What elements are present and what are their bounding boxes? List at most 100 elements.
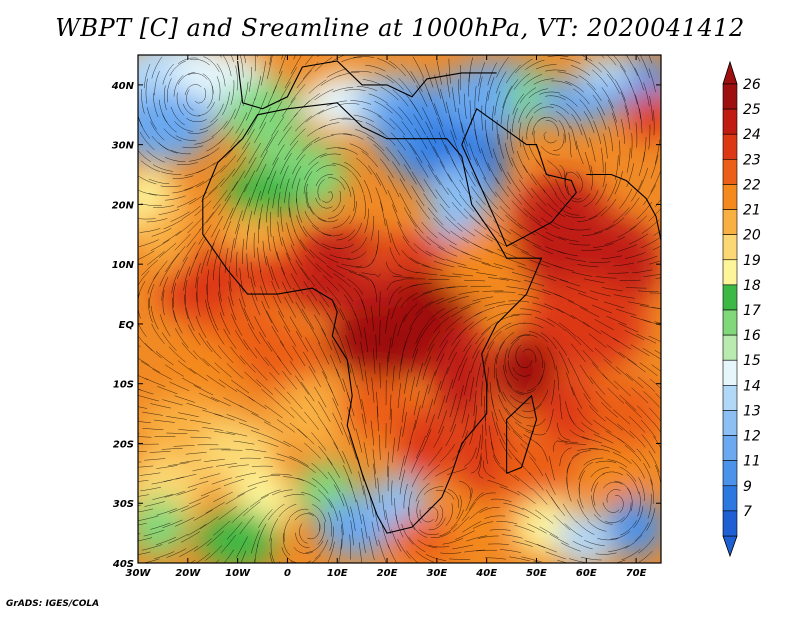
field-blob [576,55,637,91]
streamline [317,179,325,201]
streamline [283,518,291,542]
streamline [151,566,171,573]
streamline [206,530,224,546]
streamline [251,412,271,424]
colorbar-label: 9 [743,479,752,495]
streamline [650,170,661,193]
streamline [625,373,644,389]
streamline [305,540,324,553]
streamline [138,406,148,409]
streamline [439,443,456,463]
streamline [558,236,579,242]
streamline [569,243,591,246]
streamline [492,322,512,336]
streamline [476,549,498,552]
streamline [499,438,512,459]
streamline [370,305,374,331]
streamline [239,515,255,535]
streamline [228,464,249,468]
streamline [299,523,308,544]
streamline [283,494,305,498]
streamline [138,537,153,542]
streamline [206,340,222,359]
streamline [595,276,617,279]
streamline [478,456,484,479]
streamline [283,440,303,453]
streamline [218,291,225,316]
streamline [481,320,499,336]
streamline [212,255,218,281]
streamline [204,458,225,463]
field-blob [157,335,238,408]
streamline [362,485,369,510]
streamline [607,459,628,468]
streamline [340,422,351,445]
streamline [238,283,246,308]
streamline [139,131,155,150]
streamline [473,521,494,529]
streamline [303,281,318,301]
streamline [218,506,237,520]
streamline [198,224,212,245]
streamline [635,122,638,148]
streamline [344,89,366,91]
streamline [187,480,209,488]
streamline [654,350,661,355]
streamline [171,269,180,294]
streamline [351,237,368,254]
streamline [490,498,512,503]
streamline [517,222,536,236]
streamline [619,394,637,411]
streamline [579,99,594,119]
streamline [166,416,187,420]
streamline [272,489,293,496]
streamline [584,58,602,73]
streamline [546,346,556,370]
streamline [184,294,189,320]
streamline [614,79,626,101]
streamline [215,559,220,563]
streamline [404,441,411,466]
streamline [434,286,456,291]
streamline [573,88,590,105]
streamline [172,187,193,194]
streamline [155,536,177,546]
streamline [140,360,161,373]
streamline [152,164,174,172]
streamline [385,218,392,243]
streamline [578,75,596,91]
streamline [580,556,602,561]
streamline [321,328,333,351]
streamline [433,380,442,405]
streamline [254,55,256,72]
streamline [315,197,333,209]
streamline [539,91,560,95]
streamline [634,522,649,542]
streamline [487,62,497,86]
streamline [214,362,232,378]
streamline [640,237,661,249]
streamline [499,332,515,350]
streamline [167,78,172,103]
field-blob [496,335,557,408]
streamline [413,243,432,257]
streamline [269,372,286,390]
streamline [437,117,447,141]
streamline [636,55,641,62]
streamline [220,155,236,173]
streamline [212,190,228,209]
streamline [392,437,396,463]
streamline [260,136,273,158]
streamline [368,165,382,186]
streamline [638,477,645,502]
streamline [251,292,261,316]
streamline [497,248,518,259]
streamline [379,291,381,317]
streamline [559,164,566,188]
streamline [392,275,414,278]
streamline [461,501,476,522]
streamline [151,56,163,79]
streamline [516,388,537,394]
streamline [446,352,457,375]
streamline [508,449,524,467]
